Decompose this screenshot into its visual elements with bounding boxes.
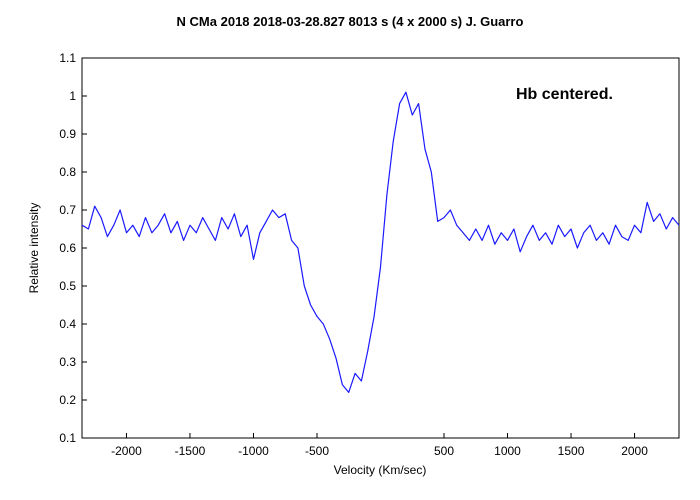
y-tick-label: 0.4 xyxy=(59,317,76,331)
y-axis-label: Relative intensity xyxy=(27,203,41,294)
spectrum-line xyxy=(81,91,680,393)
y-tick-label: 0.9 xyxy=(59,127,76,141)
annotation-label: Hb centered. xyxy=(516,86,613,103)
series-layer xyxy=(81,91,680,393)
y-tick-label: 0.1 xyxy=(59,431,76,445)
y-tick-label: 0.8 xyxy=(59,165,76,179)
x-axis-label: Velocity (Km/sec) xyxy=(334,463,427,477)
y-tick-label: 0.2 xyxy=(59,393,76,407)
y-tick-label: 0.5 xyxy=(59,279,76,293)
y-tick-label: 1 xyxy=(69,89,76,103)
chart-title: N CMa 2018 2018-03-28.827 8013 s (4 x 20… xyxy=(177,14,524,29)
x-tick-label: 2000 xyxy=(621,444,648,458)
plot-area xyxy=(81,57,680,439)
y-axis: 0.1 0.2 0.3 0.4 0.5 0.6 0.7 0.8 0.9 1 1.1 xyxy=(59,51,87,445)
x-tick-label: -1000 xyxy=(238,444,269,458)
x-tick-label: 1000 xyxy=(494,444,521,458)
x-axis: -2000 -1500 -1000 -500 500 1000 1500 2000 xyxy=(111,433,648,458)
x-tick-label: 500 xyxy=(434,444,454,458)
x-tick-label: -500 xyxy=(305,444,329,458)
y-tick-label: 0.7 xyxy=(59,203,76,217)
y-tick-label: 0.6 xyxy=(59,241,76,255)
x-tick-label: -2000 xyxy=(111,444,142,458)
y-tick-label: 0.3 xyxy=(59,355,76,369)
x-tick-label: 1500 xyxy=(558,444,585,458)
x-tick-label: -1500 xyxy=(175,444,206,458)
y-tick-label: 1.1 xyxy=(59,51,76,65)
